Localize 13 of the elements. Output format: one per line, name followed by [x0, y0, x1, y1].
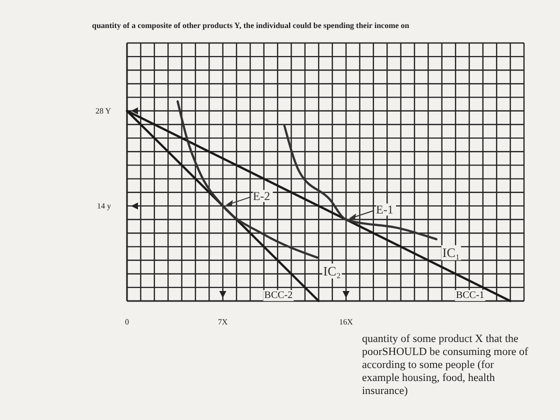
y-axis-title: quantity of a composite of other products Y, the individual could be spending their income on: [92, 21, 410, 30]
series-label: IC₁: [442, 245, 460, 260]
annotation: E-2: [252, 188, 270, 203]
x-tick-label: 7X: [218, 318, 228, 327]
annotation: E-1: [376, 202, 394, 217]
x-axis-title: quantity of some product X that the poorSHOULD be consuming more of according to some people (for example housing, food, health insurance): [362, 333, 529, 397]
series-label: IC₂: [323, 264, 341, 279]
x-tick-label: 16X: [339, 318, 354, 327]
x-tick-label: 0: [125, 318, 129, 327]
y-tick-label: 28 Y: [96, 106, 112, 116]
series-label: BCC-1: [456, 290, 484, 301]
y-tick-label: 14 y: [97, 202, 111, 211]
series-label: BCC-2: [264, 290, 293, 301]
